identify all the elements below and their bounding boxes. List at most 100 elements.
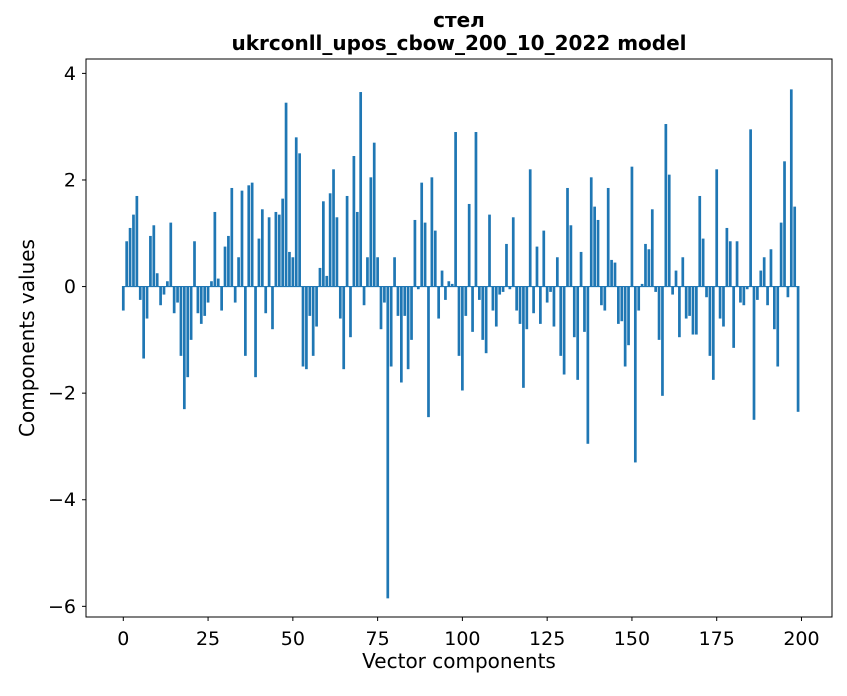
- bar-component-12: [162, 286, 166, 295]
- bar-component-119: [525, 286, 529, 330]
- bar-component-80: [393, 257, 396, 287]
- bar-component-9: [152, 225, 156, 287]
- bar-component-58: [318, 267, 322, 287]
- bar-component-51: [294, 137, 298, 287]
- bar-component-17: [179, 286, 183, 356]
- bar-component-10: [155, 273, 159, 287]
- bar-component-186: [752, 286, 756, 420]
- bar-component-154: [644, 243, 647, 287]
- bar-component-66: [345, 195, 349, 287]
- y-tick-label: −4: [48, 489, 76, 511]
- bar-component-1: [125, 241, 129, 287]
- bar-component-113: [505, 243, 508, 287]
- bar-component-169: [695, 286, 698, 335]
- bar-component-143: [606, 187, 610, 287]
- bar-component-105: [477, 286, 481, 300]
- bar-component-179: [728, 241, 732, 287]
- bar-component-147: [620, 286, 624, 322]
- bar-component-108: [488, 214, 491, 287]
- bar-component-79: [389, 286, 393, 367]
- bar-component-125: [545, 286, 549, 303]
- bar-component-178: [725, 227, 729, 287]
- bar-component-156: [650, 209, 654, 287]
- chart-title-word: стел: [433, 8, 485, 32]
- bar-component-193: [776, 286, 780, 367]
- bar-component-4: [135, 195, 139, 287]
- chart-title-model: ukrconll_upos_cbow_200_10_2022 model: [231, 31, 687, 55]
- bar-component-45: [274, 211, 278, 287]
- bar-component-129: [559, 286, 563, 356]
- bar-component-43: [267, 217, 271, 287]
- bar-component-199: [796, 286, 800, 412]
- bar-component-198: [793, 206, 797, 287]
- bar-component-2: [128, 227, 132, 287]
- bar-component-168: [691, 286, 695, 335]
- bar-component-111: [498, 286, 502, 295]
- bar-component-93: [437, 286, 441, 319]
- bar-component-100: [461, 286, 464, 391]
- bar-component-139: [593, 206, 596, 287]
- bar-component-149: [627, 286, 630, 346]
- bar-component-167: [688, 286, 691, 316]
- bar-component-136: [583, 286, 586, 332]
- chart-title: стел ukrconll_upos_cbow_200_10_2022 mode…: [86, 9, 832, 55]
- bar-component-37: [247, 185, 251, 287]
- bar-component-32: [230, 187, 234, 287]
- x-tick-label: 175: [699, 628, 735, 650]
- bar-component-160: [664, 124, 668, 287]
- bar-component-6: [142, 286, 145, 359]
- bar-component-118: [522, 286, 525, 388]
- bar-component-57: [315, 286, 318, 327]
- bar-component-197: [789, 89, 793, 287]
- bar-component-71: [362, 286, 366, 306]
- bar-component-82: [400, 286, 403, 383]
- bar-component-151: [633, 286, 637, 463]
- bar-component-28: [216, 278, 220, 287]
- bar-component-157: [654, 286, 658, 292]
- bar-component-180: [732, 286, 736, 348]
- bar-component-88: [420, 182, 424, 287]
- bar-component-116: [515, 286, 518, 311]
- bar-component-161: [667, 174, 671, 287]
- bar-component-146: [617, 286, 620, 324]
- bar-component-141: [600, 286, 603, 306]
- bar-component-62: [332, 169, 335, 287]
- bar-component-46: [277, 214, 281, 287]
- bar-component-176: [718, 286, 722, 319]
- y-tick-label: 0: [64, 276, 76, 298]
- bar-component-133: [572, 286, 576, 338]
- bar-component-124: [542, 230, 546, 287]
- bar-component-85: [410, 286, 413, 340]
- bar-component-55: [308, 286, 312, 316]
- bar-component-112: [501, 286, 505, 292]
- bar-component-98: [454, 132, 457, 287]
- bar-component-14: [169, 222, 173, 287]
- bar-component-83: [403, 286, 407, 316]
- bar-component-75: [376, 257, 379, 287]
- bar-component-109: [491, 286, 495, 311]
- bar-component-171: [701, 238, 705, 287]
- bar-component-87: [416, 286, 420, 290]
- bar-component-126: [549, 286, 552, 292]
- bar-component-132: [569, 225, 573, 287]
- bar-component-54: [305, 286, 308, 370]
- bar-component-175: [715, 169, 719, 287]
- y-axis-label: Components values: [15, 239, 39, 437]
- bar-component-135: [579, 251, 583, 287]
- bar-component-194: [779, 222, 783, 287]
- bar-component-127: [552, 286, 556, 327]
- bar-component-106: [481, 286, 485, 340]
- bar-component-0: [121, 286, 125, 311]
- bar-component-172: [705, 286, 708, 298]
- bar-component-115: [511, 217, 515, 287]
- bar-component-3: [132, 214, 135, 287]
- bar-component-188: [759, 270, 763, 287]
- bar-component-36: [244, 286, 247, 356]
- bar-component-130: [562, 286, 566, 375]
- bar-component-101: [464, 286, 468, 316]
- bar-component-192: [773, 286, 776, 330]
- bar-component-44: [271, 286, 274, 330]
- bar-component-42: [264, 286, 268, 314]
- bar-component-26: [210, 281, 213, 287]
